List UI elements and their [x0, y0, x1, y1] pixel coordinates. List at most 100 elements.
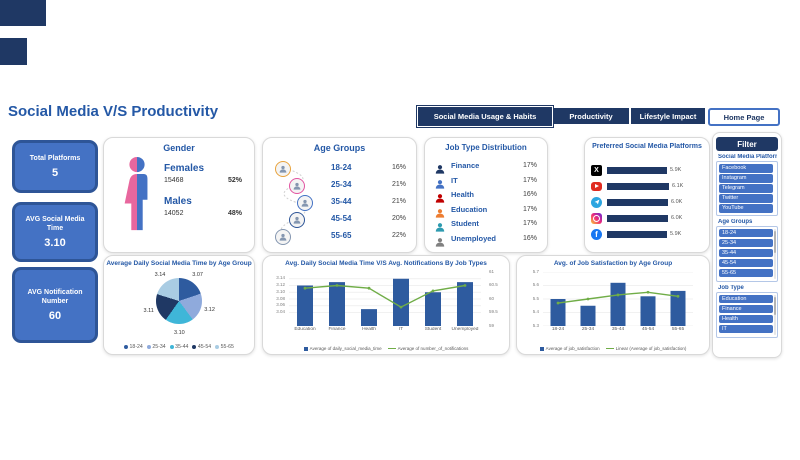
job-value: 17% — [522, 220, 537, 227]
kpi-avg-social-media-time: AVG Social Media Time 3.10 — [12, 202, 98, 262]
age-label: 18-24 — [331, 163, 352, 172]
kpi-label: Total Platforms — [29, 154, 81, 162]
job-type-title: Job Type Distribution — [445, 143, 527, 152]
job-row-education: Education 17% — [425, 203, 547, 218]
age-label: 45-54 — [331, 214, 352, 223]
age-connector-curve — [280, 167, 306, 238]
avg-time-pie-card: Average Daily Social Media Time by Age G… — [103, 255, 255, 355]
legend-item: 55-65 — [215, 344, 234, 350]
slicer-item-finance[interactable]: Finance — [719, 304, 773, 313]
tab-lifestyle-impact[interactable]: Lifestyle Impact — [631, 108, 705, 124]
combo-chart-title: Avg. Daily Social Media Time V/S Avg. No… — [285, 260, 487, 267]
time-vs-notifications-card: Avg. Daily Social Media Time V/S Avg. No… — [262, 255, 510, 355]
job-value: 17% — [522, 176, 537, 184]
pie-legend: 18-24 25-34 35-44 45-54 55-65 — [104, 344, 254, 350]
males-pct: 48% — [227, 210, 242, 217]
job-value: 16% — [522, 234, 537, 242]
slicer-item-instagram[interactable]: Instagram — [719, 174, 773, 183]
job-label: Finance — [451, 161, 480, 170]
platform-bar — [607, 230, 667, 238]
platform-bar-chart: X 5.9K 6.1K 6.0K 6.0K f — [585, 162, 709, 242]
age-groups-card: Age Groups 18-24 16% 25-34 21% 35-44 21% — [262, 137, 417, 253]
home-page-button[interactable]: Home Page — [708, 108, 780, 126]
tab-productivity[interactable]: Productivity — [553, 108, 629, 124]
person-icon — [275, 229, 291, 245]
job-row-finance: Finance 17% — [425, 159, 547, 174]
legend-item: Linear (Average of job_satisfaction) — [605, 346, 686, 351]
scrollbar[interactable] — [774, 228, 776, 279]
platform-row-youtube: 6.1K — [585, 178, 709, 194]
combo-right-axis: 61 60.5 60 59.5 59 — [489, 268, 498, 328]
platform-row-instagram: 6.0K — [585, 210, 709, 226]
platform-value: 6.0K — [671, 199, 683, 205]
job-type-list: Finance 17% IT 17% Health 16% Education … — [425, 159, 547, 247]
person-icon — [435, 234, 445, 247]
legend-item: Average of number_of_notifications — [387, 346, 468, 351]
slicer-item-25-34[interactable]: 25-34 — [719, 238, 773, 247]
legend-item: 45-54 — [192, 344, 211, 350]
filter-panel: Filter Social Media Platforms Facebook I… — [712, 132, 782, 358]
pie-data-label: 3.14 — [154, 272, 166, 279]
age-value: 21% — [391, 181, 406, 188]
instagram-icon — [591, 212, 602, 224]
jobsat-x-axis: 18-24 25-34 35-44 45-54 55-65 — [551, 327, 685, 332]
slicer-item-education[interactable]: Education — [719, 294, 773, 303]
youtube-icon — [591, 181, 602, 192]
legend-item: Average of daily_social_media_time — [303, 346, 382, 351]
pie-data-label: 3.12 — [204, 307, 215, 314]
filter-button[interactable]: Filter — [716, 137, 778, 151]
job-row-it: IT 17% — [425, 174, 547, 189]
slicer-label-age: Age Groups — [718, 218, 753, 225]
facebook-icon: f — [591, 228, 602, 240]
age-row-45-54: 45-54 20% — [263, 211, 416, 228]
slicer-item-youtube[interactable]: YouTube — [719, 204, 773, 213]
age-value: 16% — [391, 164, 406, 171]
slicer-label-platforms: Social Media Platforms — [718, 154, 777, 160]
age-value: 21% — [391, 198, 406, 205]
slicer-item-facebook[interactable]: Facebook — [719, 164, 773, 173]
slicer-item-35-44[interactable]: 35-44 — [719, 248, 773, 257]
age-row-55-65: 55-65 22% — [263, 228, 416, 245]
tab-social-media-usage[interactable]: Social Media Usage & Habits — [417, 106, 553, 127]
kpi-value: 3.10 — [44, 237, 66, 250]
page-title: Social Media V/S Productivity — [8, 103, 219, 120]
job-row-unemployed: Unemployed 16% — [425, 232, 547, 247]
pie-graphic — [156, 278, 202, 324]
sheet-corner-block-2 — [0, 38, 27, 65]
person-icon — [435, 219, 445, 232]
slicer-item-health[interactable]: Health — [719, 314, 773, 323]
slicer-item-telegram[interactable]: Telegram — [719, 184, 773, 193]
legend-item: Average of job_satisfaction — [539, 346, 600, 351]
platform-value: 5.9K — [670, 231, 682, 237]
kpi-value: 60 — [48, 310, 62, 323]
combo-left-axis: 3.14 3.12 3.10 3.08 3.06 3.04 — [276, 275, 285, 314]
person-icon — [289, 178, 305, 194]
scrollbar[interactable] — [774, 294, 776, 335]
job-label: Student — [451, 219, 479, 228]
slicer-age-groups: 18-24 25-34 35-44 45-54 55-65 — [716, 225, 778, 282]
age-value: 20% — [391, 215, 406, 222]
job-label: Health — [451, 190, 474, 199]
jobsat-chart-title: Avg. of Job Satisfaction by Age Group — [553, 260, 673, 267]
slicer-item-twitter[interactable]: Twitter — [719, 194, 773, 203]
slicer-job-type: Education Finance Health IT — [716, 291, 778, 338]
slicer-item-45-54[interactable]: 45-54 — [719, 258, 773, 267]
age-groups-title: Age Groups — [313, 143, 366, 153]
legend-item: 18-24 — [124, 344, 143, 350]
slicer-item-it[interactable]: IT — [719, 324, 773, 333]
gender-card: Gender Females 15468 52% — [103, 137, 255, 253]
slicer-item-18-24[interactable]: 18-24 — [719, 228, 773, 237]
job-label: Unemployed — [451, 233, 497, 243]
job-type-card: Job Type Distribution Finance 17% IT 17%… — [424, 137, 548, 253]
age-groups-list: 18-24 16% 25-34 21% 35-44 21% 45-54 20% … — [263, 160, 416, 248]
males-count: 14052 — [164, 210, 184, 217]
pie-chart: 3.07 3.12 3.10 3.11 3.14 — [104, 268, 254, 340]
job-satisfaction-card: Avg. of Job Satisfaction by Age Group 5.… — [516, 255, 710, 355]
slicer-item-55-65[interactable]: 55-65 — [719, 268, 773, 277]
platform-bar — [607, 166, 667, 174]
kpi-total-platforms: Total Platforms 5 — [12, 140, 98, 193]
job-label: IT — [451, 175, 458, 185]
kpi-label: AVG Social Media Time — [25, 215, 85, 232]
pie-data-label: 3.11 — [143, 308, 154, 315]
jobsat-plot-area — [543, 271, 693, 327]
